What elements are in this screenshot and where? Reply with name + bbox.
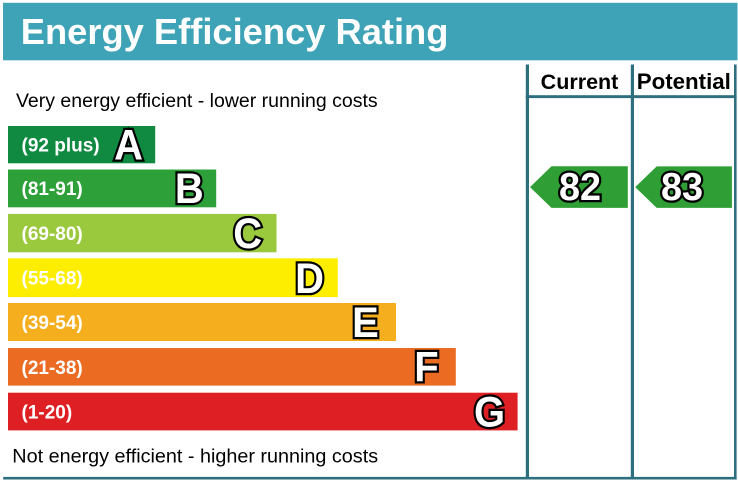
svg-text:(92 plus): (92 plus) xyxy=(22,136,100,157)
svg-text:Very energy efficient - lower: Very energy efficient - lower running co… xyxy=(16,90,378,112)
svg-text:(69-80): (69-80) xyxy=(22,224,83,245)
svg-text:F: F xyxy=(414,343,438,390)
svg-text:Potential: Potential xyxy=(637,69,731,94)
svg-text:(81-91): (81-91) xyxy=(22,179,83,200)
svg-text:83: 83 xyxy=(661,166,703,209)
svg-text:(1-20): (1-20) xyxy=(22,403,73,424)
svg-text:Current: Current xyxy=(541,70,619,94)
svg-text:82: 82 xyxy=(559,166,601,209)
svg-text:D: D xyxy=(295,255,324,302)
svg-text:B: B xyxy=(175,165,204,212)
svg-text:(55-68): (55-68) xyxy=(22,269,83,290)
svg-text:G: G xyxy=(474,388,505,435)
svg-text:A: A xyxy=(114,121,143,168)
svg-text:C: C xyxy=(233,210,262,257)
svg-text:E: E xyxy=(352,299,379,346)
svg-text:Energy Efficiency Rating: Energy Efficiency Rating xyxy=(21,11,449,52)
svg-text:(39-54): (39-54) xyxy=(22,313,83,334)
svg-text:(21-38): (21-38) xyxy=(22,358,83,379)
svg-text:Not energy efficient - higher: Not energy efficient - higher running co… xyxy=(12,446,378,468)
